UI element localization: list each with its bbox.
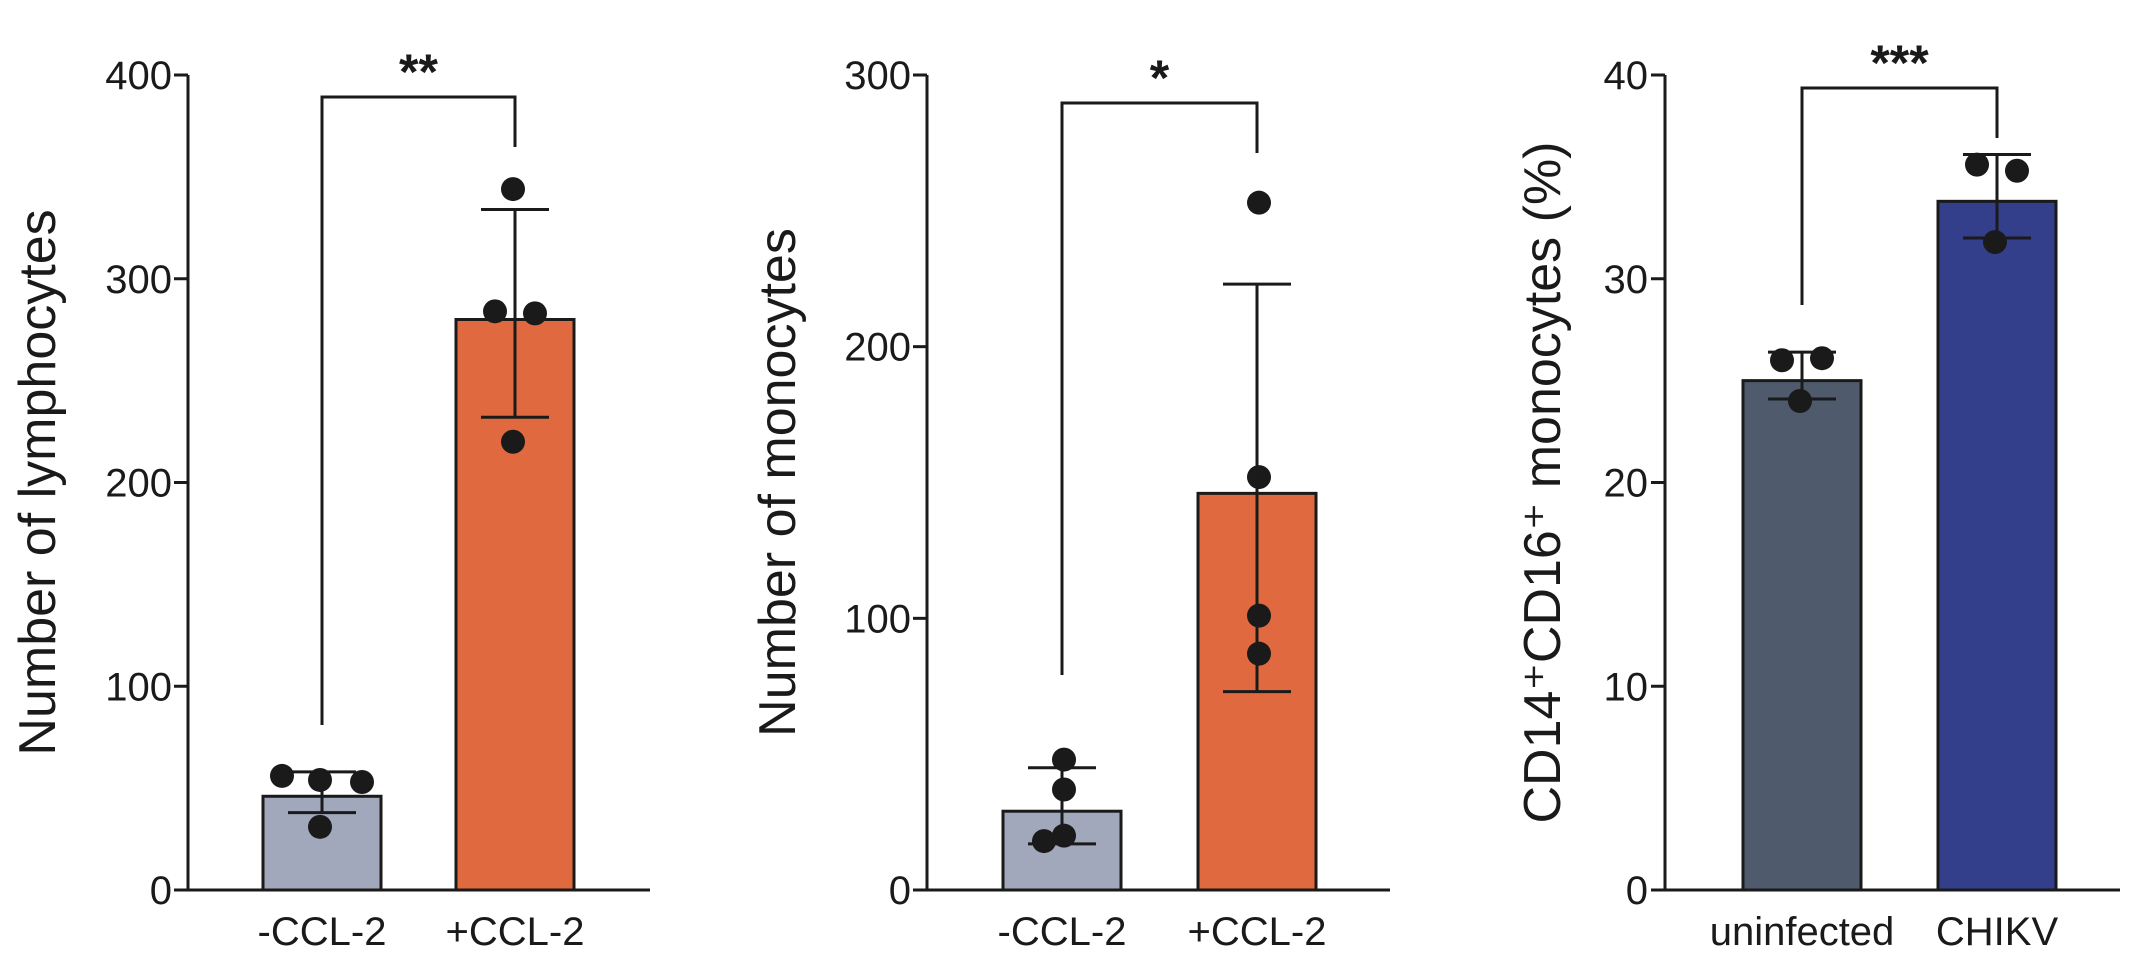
data-point — [1770, 348, 1794, 373]
bar — [1936, 199, 2058, 892]
data-point — [1788, 389, 1812, 413]
data-point — [308, 814, 332, 839]
data-point — [1810, 346, 1834, 371]
significance-label: *** — [1870, 35, 1929, 91]
y-tick-label: 10 — [1604, 665, 1649, 709]
data-point — [1983, 230, 2007, 255]
significance-label: * — [1150, 50, 1170, 106]
data-point — [1052, 777, 1076, 802]
data-point — [501, 177, 525, 202]
y-tick-label: 30 — [1604, 258, 1649, 302]
chart-panel-1: 0 100 200 300 400 Number of lymphocytes -CCL-2… — [9, 44, 650, 954]
data-point — [1032, 829, 1056, 854]
data-point — [483, 299, 507, 324]
data-point — [523, 301, 547, 326]
y-axis-title: CD14⁺CD16⁺ monocytes (%) — [1514, 142, 1572, 824]
data-point — [501, 429, 525, 454]
data-point — [1965, 152, 1989, 177]
x-category-label: -CCL-2 — [998, 910, 1127, 954]
x-category-label: +CCL-2 — [446, 910, 585, 954]
y-tick-label: 100 — [844, 597, 911, 641]
y-tick-label: 0 — [1626, 869, 1648, 913]
data-point — [350, 770, 374, 795]
x-category-label: uninfected — [1710, 910, 1895, 954]
data-point — [1247, 190, 1271, 215]
y-axis-title: Number of monocytes — [749, 228, 807, 737]
data-point — [2005, 158, 2029, 183]
x-category-label: CHIKV — [1936, 910, 2059, 954]
data-point — [270, 763, 294, 788]
data-point — [308, 767, 332, 792]
y-tick-label: 400 — [105, 54, 172, 98]
y-tick-label: 0 — [889, 869, 911, 913]
y-tick-label: 200 — [844, 326, 911, 370]
significance-label: ** — [399, 44, 438, 100]
y-tick-label: 200 — [105, 462, 172, 506]
chart-panel-2: 0 100 200 300 Number of monocytes -CCL-2 +CCL-… — [749, 50, 1390, 954]
chart-panel-3: 0 10 20 30 40 CD14⁺CD16⁺ monocytes (%) uninfec… — [1514, 35, 2120, 954]
x-category-label: +CCL-2 — [1188, 910, 1327, 954]
data-point — [1247, 465, 1271, 490]
y-tick-label: 40 — [1604, 54, 1649, 98]
y-tick-label: 300 — [105, 258, 172, 302]
y-tick-label: 300 — [844, 54, 911, 98]
data-point — [1247, 603, 1271, 628]
y-tick-label: 100 — [105, 665, 172, 709]
significance-bracket — [320, 95, 517, 725]
bar — [1741, 379, 1863, 892]
data-point — [1247, 641, 1271, 666]
significance-bracket — [1800, 86, 1999, 305]
y-tick-label: 0 — [150, 869, 172, 913]
y-tick-label: 20 — [1604, 462, 1649, 506]
x-category-label: -CCL-2 — [258, 910, 387, 954]
y-axis-title: Number of lymphocytes — [9, 209, 67, 755]
data-point — [1052, 747, 1076, 772]
data-point — [1052, 823, 1076, 848]
significance-bracket — [1060, 101, 1259, 675]
